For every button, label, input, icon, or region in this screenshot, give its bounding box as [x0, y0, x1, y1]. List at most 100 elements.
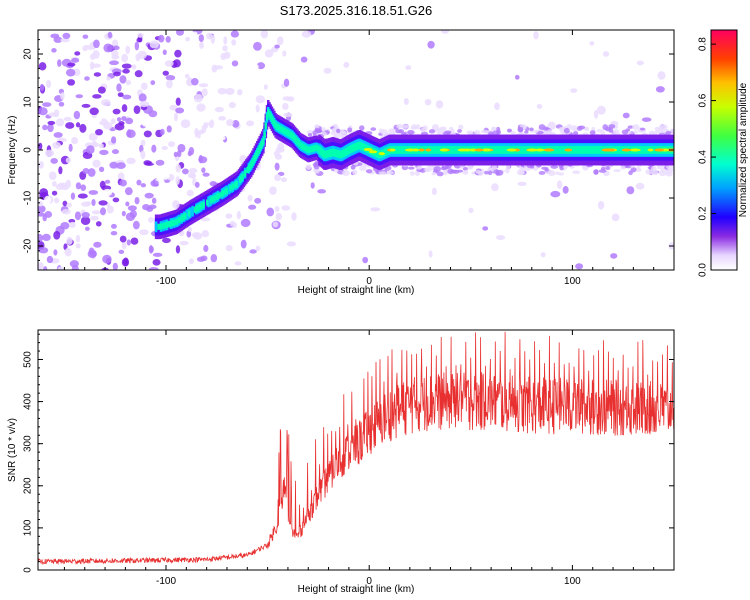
- spectrogram-ridge-cell: [173, 219, 176, 226]
- spectrogram-noise-cell: [655, 86, 665, 93]
- spectrogram-noise-cell: [405, 65, 412, 70]
- spectrogram-noise-cell: [179, 240, 189, 246]
- spectrogram-noise-cell: [93, 241, 102, 248]
- spectrogram-band-noise: [347, 127, 353, 133]
- spectrogram-noise-cell: [201, 229, 210, 238]
- spectrogram-noise-cell: [424, 98, 432, 106]
- snr-ylabel: SNR (10 * v/v): [7, 418, 18, 482]
- spectrogram-band-noise: [633, 130, 639, 134]
- spectrogram-noise-cell: [575, 263, 584, 270]
- spectrogram-noise-cell: [71, 136, 79, 145]
- spectrogram-noise-cell: [100, 207, 106, 216]
- spectrogram-noise-cell: [657, 71, 666, 80]
- spectrogram-noise-cell: [111, 49, 119, 58]
- spectrogram-noise-cell: [164, 60, 174, 67]
- spectrogram-noise-cell: [494, 102, 500, 111]
- spectrogram-noise-cell: [57, 59, 62, 67]
- spectrogram-band-noise: [572, 131, 579, 135]
- spectrogram-band-noise: [627, 125, 634, 129]
- spectrogram-noise-cell: [95, 128, 103, 136]
- spectrogram-noise-cell: [122, 68, 130, 74]
- spectrogram-ridge-cell: [241, 173, 244, 180]
- spectrogram-noise-cell: [253, 41, 262, 51]
- spectrogram-peak-cell: [506, 148, 517, 152]
- spectrogram-noise-cell: [187, 172, 196, 179]
- spectrogram-noise-cell: [85, 49, 93, 56]
- spectrogram-ridge-cell: [225, 187, 229, 194]
- spectrogram-noise-cell: [176, 150, 182, 158]
- spectrogram-noise-cell: [635, 182, 645, 190]
- spectrogram-noise-cell: [622, 112, 630, 119]
- snr-axes: -100 0 100 0 100 200 300 400 500: [23, 330, 675, 587]
- spectrogram-ytick-label: -20: [23, 238, 34, 253]
- spectrogram-noise-cell: [97, 86, 106, 94]
- spectrogram-band-noise: [401, 124, 410, 129]
- spectrogram-noise-cell: [199, 41, 204, 49]
- spectrogram-noise-cell: [114, 123, 125, 131]
- spectrogram-peak-cell: [363, 147, 373, 151]
- spectrogram-band-noise: [621, 129, 629, 135]
- spectrogram-noise-cell: [119, 179, 127, 187]
- spectrogram-band-noise: [458, 124, 464, 130]
- spectrogram-noise-cell: [176, 30, 184, 36]
- spectrogram-peak-cell: [621, 148, 632, 152]
- spectrogram-noise-cell: [134, 41, 140, 51]
- spectrogram-noise-cell: [151, 197, 157, 204]
- spectrogram-noise-cell: [89, 107, 99, 116]
- colorbar-axis: 0.0 0.2 0.4 0.6 0.8: [698, 37, 716, 277]
- spectrogram-band-noise: [651, 170, 659, 176]
- spectrogram-noise-cell: [101, 69, 109, 75]
- spectrogram-noise-cell: [208, 119, 215, 128]
- spectrogram-ridge-cell: [221, 190, 225, 197]
- spectrogram-band-noise: [596, 129, 605, 133]
- snr-ytick-label: 500: [23, 351, 34, 368]
- spectrogram-noise-cell: [143, 160, 152, 166]
- spectrogram-noise-cell: [123, 257, 129, 266]
- spectrogram-noise-cell: [112, 45, 120, 51]
- spectrogram-noise-cell: [57, 266, 65, 270]
- snr-xtick-label: 100: [564, 576, 581, 587]
- spectrogram-band-noise: [419, 128, 428, 132]
- spectrogram-noise-cell: [134, 70, 143, 78]
- spectrogram-band-noise: [480, 129, 489, 134]
- spectrogram-noise-cell: [611, 213, 620, 222]
- spectrogram-band-noise: [386, 171, 394, 175]
- spectrogram-noise-cell: [570, 88, 578, 93]
- spectrogram-noise-cell: [266, 207, 275, 217]
- spectrogram-noise-cell: [647, 121, 652, 130]
- spectrogram-noise-cell: [67, 62, 76, 67]
- spectrogram-peak-cell: [601, 148, 612, 152]
- spectrogram-noise-cell: [201, 167, 206, 173]
- spectrogram-noise-cell: [168, 141, 176, 148]
- spectrogram-noise-cell: [98, 200, 108, 206]
- spectrogram-ridge-cell: [178, 217, 181, 224]
- spectrogram-noise-cell: [274, 174, 281, 182]
- spectrogram-noise-cell: [148, 110, 158, 118]
- spectrogram-ridge-cell: [162, 222, 165, 229]
- spectrogram-noise-cell: [181, 168, 189, 175]
- spectrogram-noise-cell: [60, 92, 65, 100]
- spectrogram-band-noise: [576, 125, 583, 131]
- spectrogram-noise-cell: [470, 254, 478, 261]
- spectrogram-noise-cell: [99, 180, 106, 189]
- spectrogram-noise-cell: [641, 117, 652, 122]
- spectrogram-noise-cell: [275, 212, 282, 221]
- spectrogram-noise-cell: [610, 253, 618, 259]
- spectrogram-band-noise: [462, 167, 468, 171]
- spectrogram-noise-cell: [201, 183, 207, 192]
- spectrogram-noise-cell: [210, 34, 215, 44]
- spectrogram-noise-cell: [116, 83, 122, 92]
- spectrogram-xtick-label: -100: [156, 276, 176, 287]
- spectrogram-band-noise: [431, 172, 436, 176]
- spectrogram-noise-cell: [140, 139, 146, 147]
- colorbar-tick-label: 0.2: [698, 206, 709, 220]
- spectrogram-noise-cell: [39, 83, 45, 91]
- spectrogram-noise-cell: [80, 216, 91, 226]
- spectrogram-noise-cell: [140, 82, 148, 91]
- spectrogram-peak-cell: [662, 148, 669, 152]
- spectrogram-ridge-cell: [264, 122, 268, 130]
- spectrogram-noise-cell: [193, 94, 203, 103]
- spectrogram-band-noise: [562, 165, 569, 169]
- spectrogram-noise-cell: [157, 166, 165, 173]
- spectrogram-noise-cell: [46, 79, 52, 89]
